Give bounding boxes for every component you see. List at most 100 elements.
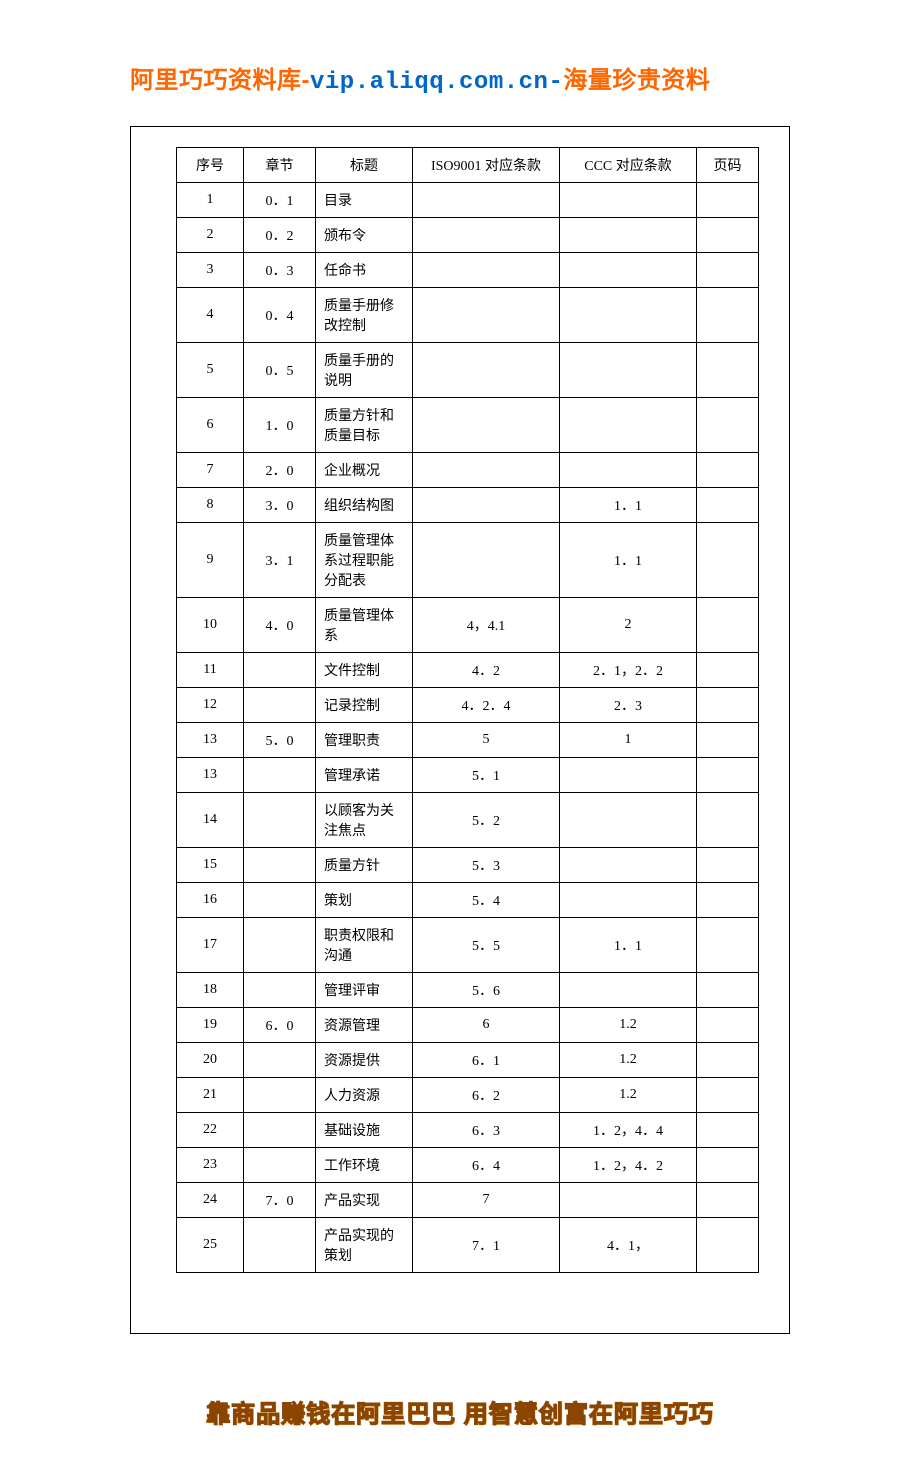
table-cell: 5．6 [413,973,560,1008]
table-cell [697,723,759,758]
table-cell [697,848,759,883]
table-cell: 7．1 [413,1218,560,1273]
table-cell [697,1008,759,1043]
col-header-iso: ISO9001 对应条款 [413,148,560,183]
table-cell: 6．0 [244,1008,316,1043]
table-cell: 组织结构图 [316,488,413,523]
table-cell [413,453,560,488]
header-part1: 阿里巧巧资料库- [130,67,310,94]
table-row: 15质量方针5．3 [177,848,759,883]
table-row: 20．2颁布令 [177,218,759,253]
table-row: 21人力资源6．21.2 [177,1078,759,1113]
table-cell: 1 [177,183,244,218]
table-cell [697,343,759,398]
table-cell: 记录控制 [316,688,413,723]
table-cell [560,453,697,488]
table-row: 16策划5．4 [177,883,759,918]
table-cell [697,288,759,343]
table-cell: 职责权限和沟通 [316,918,413,973]
header-part3: 海量珍贵资料 [563,67,710,94]
table-cell: 企业概况 [316,453,413,488]
table-cell: 质量手册的说明 [316,343,413,398]
table-cell: 任命书 [316,253,413,288]
table-cell [697,218,759,253]
table-cell [697,253,759,288]
table-cell: 策划 [316,883,413,918]
table-cell [244,758,316,793]
table-cell: 2．0 [244,453,316,488]
table-cell [697,653,759,688]
page-header: 阿里巧巧资料库-vip.aliqq.com.cn-海量珍贵资料 [130,60,790,96]
table-cell [697,918,759,973]
table-cell: 25 [177,1218,244,1273]
table-cell [697,883,759,918]
table-row: 247．0产品实现7 [177,1183,759,1218]
table-cell: 0．3 [244,253,316,288]
table-cell: 1.2 [560,1078,697,1113]
table-row: 12记录控制4．2．42．3 [177,688,759,723]
table-row: 72．0企业概况 [177,453,759,488]
table-row: 196．0资源管理61.2 [177,1008,759,1043]
table-row: 25产品实现的策划7．14．1， [177,1218,759,1273]
table-cell [560,973,697,1008]
table-row: 23工作环境6．41．2，4．2 [177,1148,759,1183]
table-cell: 1．0 [244,398,316,453]
table-cell: 22 [177,1113,244,1148]
table-cell: 7．0 [244,1183,316,1218]
table-cell [413,288,560,343]
table-cell: 5．3 [413,848,560,883]
table-cell: 质量管理体系 [316,598,413,653]
table-cell: 6．1 [413,1043,560,1078]
col-header-ccc: CCC 对应条款 [560,148,697,183]
table-cell: 颁布令 [316,218,413,253]
table-cell [413,398,560,453]
table-cell: 6 [177,398,244,453]
table-cell: 1．1 [560,918,697,973]
table-cell: 工作环境 [316,1148,413,1183]
content-box: 序号 章节 标题 ISO9001 对应条款 CCC 对应条款 页码 10．1目录… [130,126,790,1334]
table-cell [697,1148,759,1183]
table-cell: 13 [177,758,244,793]
table-cell [244,918,316,973]
col-header-title: 标题 [316,148,413,183]
table-cell: 资源提供 [316,1043,413,1078]
table-cell: 0．4 [244,288,316,343]
table-cell [560,848,697,883]
table-header-row: 序号 章节 标题 ISO9001 对应条款 CCC 对应条款 页码 [177,148,759,183]
table-cell: 5．1 [413,758,560,793]
table-cell [560,253,697,288]
toc-table: 序号 章节 标题 ISO9001 对应条款 CCC 对应条款 页码 10．1目录… [176,147,759,1273]
table-cell: 资源管理 [316,1008,413,1043]
col-header-page: 页码 [697,148,759,183]
table-cell [413,343,560,398]
table-cell: 1．2，4．2 [560,1148,697,1183]
table-cell [413,523,560,598]
table-cell [413,488,560,523]
table-body: 10．1目录20．2颁布令30．3任命书40．4质量手册修改控制50．5质量手册… [177,183,759,1273]
table-cell: 17 [177,918,244,973]
table-cell: 3．1 [244,523,316,598]
table-cell: 13 [177,723,244,758]
table-cell: 23 [177,1148,244,1183]
table-cell: 5 [177,343,244,398]
table-cell: 质量管理体系过程职能分配表 [316,523,413,598]
table-cell: 4，4.1 [413,598,560,653]
table-cell [697,793,759,848]
footer-slogan: 靠商品赚钱在阿里巴巴 用智慧创富在阿里巧巧 [130,1394,790,1429]
table-cell: 4．2．4 [413,688,560,723]
table-cell: 5．0 [244,723,316,758]
table-cell: 19 [177,1008,244,1043]
table-cell [244,883,316,918]
table-cell [413,218,560,253]
table-cell [697,758,759,793]
table-row: 13管理承诺5．1 [177,758,759,793]
table-row: 50．5质量手册的说明 [177,343,759,398]
table-row: 10．1目录 [177,183,759,218]
table-row: 20资源提供6．11.2 [177,1043,759,1078]
table-row: 83．0组织结构图1．1 [177,488,759,523]
table-cell [697,973,759,1008]
table-cell: 12 [177,688,244,723]
table-cell: 4．0 [244,598,316,653]
table-cell: 1.2 [560,1008,697,1043]
table-cell [697,453,759,488]
